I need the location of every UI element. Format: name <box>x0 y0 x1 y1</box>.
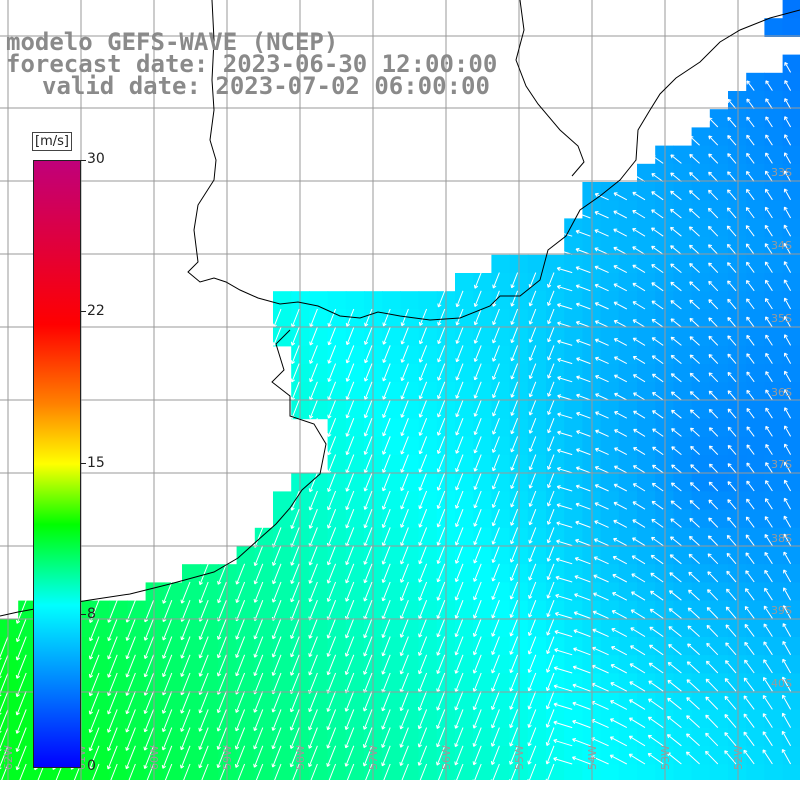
lon-label: 57W <box>367 745 380 770</box>
lon-label: 58W <box>294 745 307 770</box>
lon-label: 54W <box>586 745 599 770</box>
colorbar-tick-8: 8 <box>87 606 96 622</box>
lat-label: 33S <box>771 166 792 179</box>
lat-label: 39S <box>771 604 792 617</box>
lat-label: 34S <box>771 239 792 252</box>
lat-label: 40S <box>771 677 792 690</box>
lon-label: 55W <box>513 745 526 770</box>
lon-label: 59W <box>221 745 234 770</box>
colorbar-tick-mark <box>80 311 86 312</box>
coastline-north <box>187 0 800 321</box>
lon-label: 56W <box>440 745 453 770</box>
lat-label: 36S <box>771 386 792 399</box>
bottom-margin <box>0 780 800 800</box>
colorbar-tick-30: 30 <box>87 151 105 167</box>
colorbar-tick-22: 22 <box>87 303 105 319</box>
colorbar-tick-mark <box>80 160 86 161</box>
lat-label: 38S <box>771 532 792 545</box>
graticule <box>0 0 800 780</box>
valid-date: valid date: 2023-07-02 06:00:00 <box>42 72 490 100</box>
lon-label: 60W <box>148 745 161 770</box>
lat-label: 37S <box>771 458 792 471</box>
colorbar-unit: [m/s] <box>32 132 72 151</box>
colorbar-tick-15: 15 <box>87 455 105 471</box>
forecast-date: forecast date: 2023-06-30 12:00:00 <box>6 50 498 78</box>
lon-label: 62W <box>2 745 15 770</box>
colorbar-tick-0: 0 <box>87 758 96 774</box>
lon-label: 53W <box>659 745 672 770</box>
lon-label: 52W <box>732 745 745 770</box>
colorbar-tick-mark <box>80 614 86 615</box>
colorbar <box>33 160 81 768</box>
coastline-river <box>515 0 585 177</box>
colorbar-tick-mark <box>80 463 86 464</box>
lat-label: 35S <box>771 312 792 325</box>
coastline-south <box>0 329 327 617</box>
model-title: modelo GEFS-WAVE (NCEP) <box>6 28 339 56</box>
